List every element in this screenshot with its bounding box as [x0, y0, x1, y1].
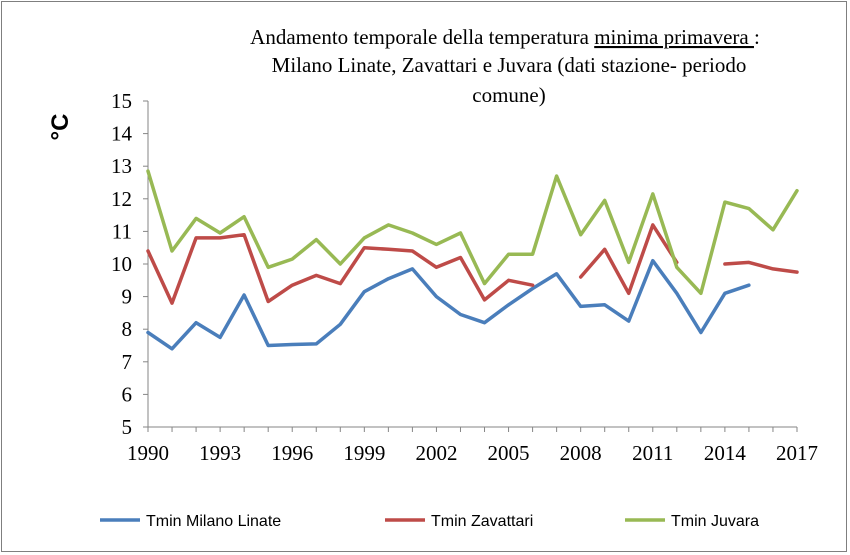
x-tick-label: 2017	[776, 441, 818, 465]
y-tick-label: 7	[122, 350, 133, 374]
y-tick-label: 10	[111, 252, 132, 276]
y-tick-label: 15	[111, 89, 132, 113]
y-tick-label: 13	[111, 154, 132, 178]
legend: Tmin Milano Linate Tmin Zavattari Tmin Juv…	[100, 513, 759, 530]
x-tick-label: 2014	[704, 441, 747, 465]
x-tick-label: 1993	[199, 441, 241, 465]
axes: 5 6 7 8 9 10 11 12 13 14 15 1990 1993 1996 1999 2002 200…	[111, 89, 818, 465]
y-tick-label: 12	[111, 187, 132, 211]
x-tick-label: 1990	[127, 441, 169, 465]
y-tick-label: 6	[122, 382, 133, 406]
y-tick-label: 14	[111, 122, 133, 146]
series-line-1	[146, 258, 751, 351]
chart-title-line2: Milano Linate, Zavattari e Juvara (dati …	[272, 53, 747, 77]
legend-label-3: Tmin Juvara	[671, 513, 759, 530]
legend-label-1: Tmin Milano Linate	[146, 513, 281, 530]
x-tick-label: 2008	[560, 441, 602, 465]
series-lines	[146, 169, 799, 351]
x-tick-label: 1999	[343, 441, 385, 465]
x-tick-label: 1996	[271, 441, 313, 465]
x-tick-label: 2011	[632, 441, 673, 465]
x-tick-label: 2005	[488, 441, 530, 465]
series-line-2	[578, 223, 679, 296]
chart-title-line1: Andamento temporale della temperatura mi…	[250, 25, 760, 49]
legend-label-2: Tmin Zavattari	[431, 513, 533, 530]
series-line-2	[146, 232, 535, 305]
series-line-3	[146, 169, 799, 296]
chart-title-line3: comune)	[472, 83, 545, 107]
y-tick-label: 9	[122, 285, 133, 309]
y-axis-label: °C	[47, 114, 74, 141]
chart-title: Andamento temporale della temperatura mi…	[250, 25, 760, 107]
y-tick-label: 11	[112, 219, 132, 243]
y-tick-label: 8	[122, 317, 133, 341]
y-tick-label: 5	[122, 415, 133, 439]
series-line-2	[723, 260, 799, 274]
x-tick-label: 2002	[415, 441, 457, 465]
